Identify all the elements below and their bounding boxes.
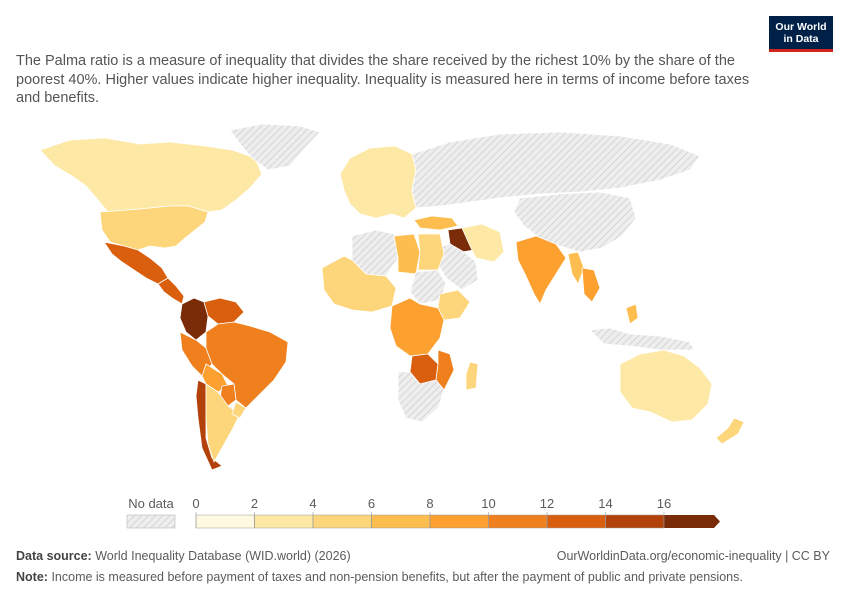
region-libya[interactable] <box>393 233 421 275</box>
legend-bin-3[interactable] <box>371 514 431 529</box>
legend-tick-label: 8 <box>426 496 433 511</box>
region-central-america[interactable] <box>157 277 185 305</box>
region-indonesia[interactable] <box>589 327 695 351</box>
logo-line-2: in Data <box>783 33 819 45</box>
region-brazil[interactable] <box>205 321 289 409</box>
legend-no-data-label: No data <box>128 496 174 511</box>
logo-line-1: Our World <box>775 21 827 33</box>
world-map[interactable] <box>0 118 850 490</box>
legend-tick-label: 14 <box>598 496 612 511</box>
map-subtitle: The Palma ratio is a measure of inequali… <box>16 53 750 106</box>
region-europe[interactable] <box>339 145 417 219</box>
note: Note: Income is measured before payment … <box>16 570 743 584</box>
data-source-label: Data source: <box>16 549 92 563</box>
region-india[interactable] <box>515 235 567 305</box>
region-china[interactable] <box>513 191 637 253</box>
legend-bin-2[interactable] <box>312 514 372 529</box>
region-united-states[interactable] <box>99 205 209 251</box>
region-myanmar[interactable] <box>567 251 585 285</box>
legend-tick-label: 16 <box>657 496 671 511</box>
note-text: Income is measured before payment of tax… <box>51 570 743 584</box>
legend-bin-6[interactable] <box>546 514 606 529</box>
region-southern-africa[interactable] <box>397 371 445 423</box>
region-thailand[interactable] <box>581 267 601 303</box>
region-egypt[interactable] <box>417 233 445 271</box>
region-turkey[interactable] <box>413 215 459 231</box>
data-source: Data source: World Inequality Database (… <box>16 549 351 563</box>
legend-tick-label: 0 <box>192 496 199 511</box>
region-australia[interactable] <box>619 349 713 423</box>
region-west-africa[interactable] <box>321 255 397 313</box>
region-russia[interactable] <box>411 131 701 209</box>
region-ethiopia[interactable] <box>437 289 471 321</box>
region-iran[interactable] <box>461 223 505 263</box>
region-canada[interactable] <box>39 137 263 213</box>
legend-tick-label: 6 <box>368 496 375 511</box>
legend-bin-1[interactable] <box>254 514 314 529</box>
legend-no-data-swatch <box>126 514 176 529</box>
region-argentina[interactable] <box>205 383 241 463</box>
region-venezuela[interactable] <box>203 297 245 325</box>
legend-bin-5[interactable] <box>488 514 548 529</box>
color-legend: No data 0 2 4 6 8 10 12 14 16 <box>126 496 720 529</box>
owid-url[interactable]: OurWorldinData.org/economic-inequality |… <box>556 549 830 563</box>
legend-tick-label: 2 <box>251 496 258 511</box>
legend-bin-4[interactable] <box>429 514 489 529</box>
legend-bin-7[interactable] <box>605 514 665 529</box>
legend-bin-8[interactable] <box>664 515 720 528</box>
legend-tick-label: 10 <box>481 496 495 511</box>
data-source-link[interactable]: World Inequality Database (WID.world) (2… <box>95 549 351 563</box>
region-saudi-arabia[interactable] <box>435 243 479 291</box>
owid-logo[interactable]: Our World in Data <box>769 16 833 52</box>
region-philippines[interactable] <box>625 303 639 325</box>
region-greenland[interactable] <box>229 123 321 171</box>
region-central-africa[interactable] <box>389 297 445 357</box>
legend-tick-label: 4 <box>309 496 316 511</box>
region-uruguay[interactable] <box>231 401 247 419</box>
legend-tick-label: 12 <box>540 496 554 511</box>
region-madagascar[interactable] <box>465 361 479 391</box>
region-new-zealand[interactable] <box>715 417 745 445</box>
note-label: Note: <box>16 570 48 584</box>
legend-bin-0[interactable] <box>195 514 255 529</box>
